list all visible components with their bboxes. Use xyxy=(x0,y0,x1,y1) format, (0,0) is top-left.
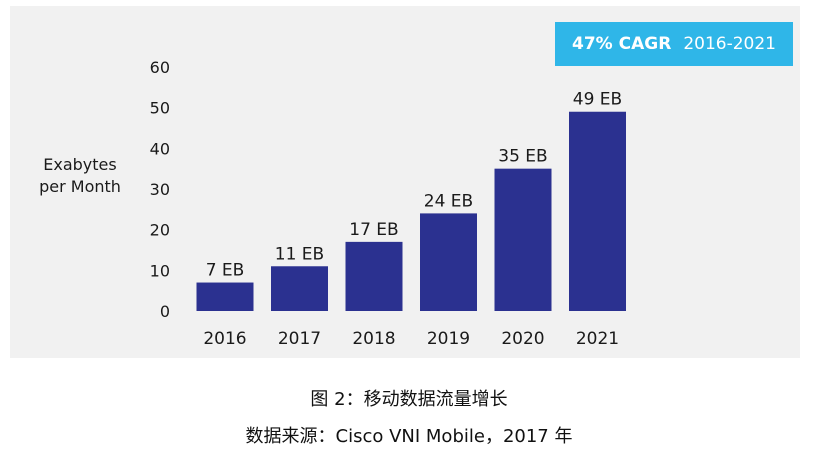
y-axis-label-line2: per Month xyxy=(39,177,121,196)
data-label: 49 EB xyxy=(573,90,622,110)
bar-2017 xyxy=(271,266,328,311)
y-tick-label: 30 xyxy=(150,180,170,199)
y-tick-label: 50 xyxy=(150,99,170,118)
data-label: 7 EB xyxy=(206,261,245,281)
y-tick-label: 0 xyxy=(160,302,170,321)
data-label: 24 EB xyxy=(424,191,473,211)
cagr-badge: 47% CAGR 2016-2021 xyxy=(555,22,793,66)
y-tick-label: 60 xyxy=(150,58,170,77)
data-label: 35 EB xyxy=(498,147,547,167)
x-tick-label: 2016 xyxy=(203,329,246,349)
y-tick-label: 20 xyxy=(150,221,170,240)
bar-2019 xyxy=(420,213,477,311)
bar-chart: 0 10 20 30 40 50 60 7 EB 2016 11 EB 2017 17 EB 2018 2… xyxy=(150,58,626,349)
bar-2020 xyxy=(494,168,552,311)
y-tick-label: 10 xyxy=(150,261,170,280)
source-caption: 数据来源：Cisco VNI Mobile，2017 年 xyxy=(245,426,573,447)
x-tick-label: 2018 xyxy=(352,329,395,349)
bar-2016 xyxy=(196,282,254,311)
data-label: 11 EB xyxy=(275,244,324,264)
data-label: 17 EB xyxy=(349,220,398,240)
cagr-period: 2016-2021 xyxy=(683,34,776,54)
x-tick-label: 2017 xyxy=(278,329,321,349)
x-tick-label: 2021 xyxy=(576,329,619,349)
cagr-value: 47% CAGR xyxy=(572,34,672,54)
y-axis-label: Exabytes per Month xyxy=(20,154,140,198)
bar-2021 xyxy=(569,111,626,311)
y-axis-label-line1: Exabytes xyxy=(43,155,117,174)
figure-caption: 图 2：移动数据流量增长 xyxy=(310,389,508,410)
x-tick-label: 2020 xyxy=(501,329,544,349)
y-tick-label: 40 xyxy=(150,139,170,158)
chart-panel: 0 10 20 30 40 50 60 7 EB 2016 11 EB 2017 17 EB 2018 2… xyxy=(10,6,800,358)
x-tick-label: 2019 xyxy=(427,329,470,349)
bar-2018 xyxy=(345,241,403,311)
